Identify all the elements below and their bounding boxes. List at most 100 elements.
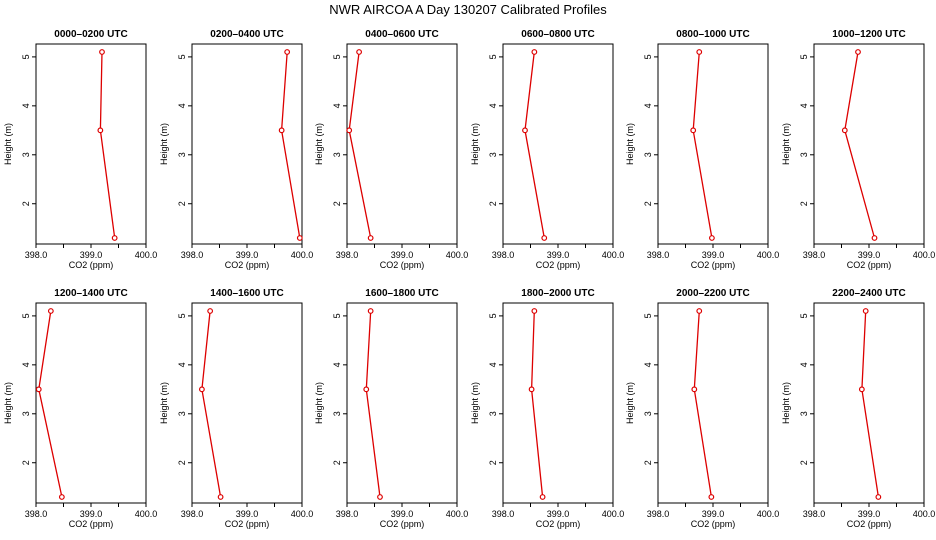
x-tick-label: 400.0 bbox=[913, 509, 936, 519]
x-axis-label: CO2 (ppm) bbox=[225, 519, 270, 529]
y-tick-label: 4 bbox=[799, 103, 809, 108]
profile-point bbox=[356, 49, 363, 55]
profile-point bbox=[696, 308, 703, 314]
chart-panel-8: 1400–1600 UTC 398.0 399.0 400.0 2 3 4 5 CO2 (ppm… bbox=[159, 288, 313, 529]
chart-panel-1: 0000–0200 UTC 398.0 399.0 400.0 2 3 4 5 CO2 (ppm… bbox=[3, 29, 157, 270]
figure-title: NWR AIRCOA A Day 130207 Calibrated Profi… bbox=[329, 2, 607, 17]
panel-title: 0200–0400 UTC bbox=[210, 29, 283, 40]
x-tick-label: 398.0 bbox=[647, 250, 670, 260]
y-tick-label: 2 bbox=[799, 460, 809, 465]
x-axis-label: CO2 (ppm) bbox=[380, 519, 425, 529]
x-axis-label: CO2 (ppm) bbox=[691, 519, 736, 529]
profile-point bbox=[47, 308, 54, 314]
y-tick-label: 2 bbox=[21, 460, 31, 465]
profile-line bbox=[38, 310, 63, 498]
profile-line bbox=[861, 310, 880, 498]
profile-point bbox=[367, 308, 374, 314]
plot-frame bbox=[191, 302, 303, 504]
plot-frame bbox=[35, 43, 147, 245]
x-tick-label: 400.0 bbox=[913, 250, 936, 260]
x-tick-label: 399.0 bbox=[391, 509, 414, 519]
y-axis-label: Height (m) bbox=[470, 382, 480, 424]
y-tick-label: 3 bbox=[488, 411, 498, 416]
plot-frame bbox=[502, 302, 614, 504]
y-tick-label: 4 bbox=[643, 103, 653, 108]
x-tick-label: 399.0 bbox=[80, 509, 103, 519]
plot-frame bbox=[657, 302, 769, 504]
x-tick-label: 398.0 bbox=[25, 509, 48, 519]
y-tick-label: 2 bbox=[488, 460, 498, 465]
plot-frame bbox=[813, 302, 925, 504]
panel-title: 0400–0600 UTC bbox=[365, 29, 438, 40]
y-tick-label: 5 bbox=[799, 313, 809, 318]
plot-frame bbox=[813, 43, 925, 245]
profile-point bbox=[198, 386, 205, 393]
x-tick-label: 400.0 bbox=[291, 250, 314, 260]
x-tick-label: 399.0 bbox=[858, 509, 881, 519]
x-tick-label: 398.0 bbox=[336, 250, 359, 260]
panel-grid: 0000–0200 UTC 398.0 399.0 400.0 2 3 4 5 CO2 (ppm… bbox=[3, 29, 935, 529]
profile-point bbox=[346, 127, 353, 134]
y-tick-label: 4 bbox=[21, 103, 31, 108]
y-tick-label: 5 bbox=[21, 54, 31, 59]
y-tick-label: 5 bbox=[643, 313, 653, 318]
y-tick-label: 3 bbox=[332, 411, 342, 416]
y-tick-label: 3 bbox=[799, 411, 809, 416]
y-axis-label: Height (m) bbox=[3, 382, 13, 424]
panel-title: 1000–1200 UTC bbox=[832, 29, 905, 40]
panel-title: 1800–2000 UTC bbox=[521, 288, 594, 299]
x-tick-label: 400.0 bbox=[135, 509, 158, 519]
y-tick-label: 5 bbox=[21, 313, 31, 318]
y-tick-label: 5 bbox=[332, 54, 342, 59]
y-tick-label: 3 bbox=[643, 411, 653, 416]
profile-point bbox=[871, 235, 878, 241]
profile-line bbox=[844, 51, 876, 239]
y-tick-label: 3 bbox=[21, 152, 31, 157]
x-axis-label: CO2 (ppm) bbox=[847, 260, 892, 270]
x-tick-label: 399.0 bbox=[80, 250, 103, 260]
x-tick-label: 400.0 bbox=[291, 509, 314, 519]
panel-title: 1600–1800 UTC bbox=[365, 288, 438, 299]
chart-panel-4: 0600–0800 UTC 398.0 399.0 400.0 2 3 4 5 CO2 (ppm… bbox=[470, 29, 624, 270]
profile-point bbox=[97, 127, 104, 134]
y-tick-label: 3 bbox=[488, 152, 498, 157]
panel-title: 0600–0800 UTC bbox=[521, 29, 594, 40]
y-tick-label: 3 bbox=[177, 411, 187, 416]
x-tick-label: 398.0 bbox=[25, 250, 48, 260]
x-axis-label: CO2 (ppm) bbox=[691, 260, 736, 270]
y-tick-label: 2 bbox=[177, 460, 187, 465]
y-tick-label: 2 bbox=[177, 201, 187, 206]
profile-point bbox=[284, 49, 291, 55]
profile-point bbox=[539, 494, 546, 500]
y-axis-label: Height (m) bbox=[781, 123, 791, 165]
profile-point bbox=[296, 235, 303, 241]
x-tick-label: 400.0 bbox=[602, 250, 625, 260]
chart-panel-5: 0800–1000 UTC 398.0 399.0 400.0 2 3 4 5 CO2 (ppm… bbox=[625, 29, 779, 270]
x-tick-label: 399.0 bbox=[547, 509, 570, 519]
chart-panel-6: 1000–1200 UTC 398.0 399.0 400.0 2 3 4 5 CO2 (ppm… bbox=[781, 29, 935, 270]
plot-frame bbox=[346, 43, 458, 245]
x-tick-label: 400.0 bbox=[757, 250, 780, 260]
profile-line bbox=[693, 310, 713, 498]
x-axis-label: CO2 (ppm) bbox=[69, 260, 114, 270]
x-tick-label: 398.0 bbox=[181, 250, 204, 260]
profile-point bbox=[690, 127, 697, 134]
x-tick-label: 400.0 bbox=[446, 509, 469, 519]
profile-point bbox=[58, 494, 65, 500]
y-tick-label: 4 bbox=[21, 362, 31, 367]
y-axis-label: Height (m) bbox=[470, 123, 480, 165]
profile-point bbox=[278, 127, 285, 134]
profile-point bbox=[691, 386, 698, 393]
panel-title: 0000–0200 UTC bbox=[54, 29, 127, 40]
chart-panel-10: 1800–2000 UTC 398.0 399.0 400.0 2 3 4 5 CO2 (ppm… bbox=[470, 288, 624, 529]
profile-line bbox=[201, 310, 222, 498]
y-tick-label: 4 bbox=[177, 362, 187, 367]
y-tick-label: 5 bbox=[177, 313, 187, 318]
panel-title: 0800–1000 UTC bbox=[676, 29, 749, 40]
profile-point bbox=[709, 235, 715, 241]
profile-point bbox=[696, 49, 703, 55]
profile-point bbox=[207, 308, 214, 314]
y-tick-label: 3 bbox=[799, 152, 809, 157]
y-tick-label: 5 bbox=[488, 313, 498, 318]
x-tick-label: 398.0 bbox=[803, 250, 826, 260]
